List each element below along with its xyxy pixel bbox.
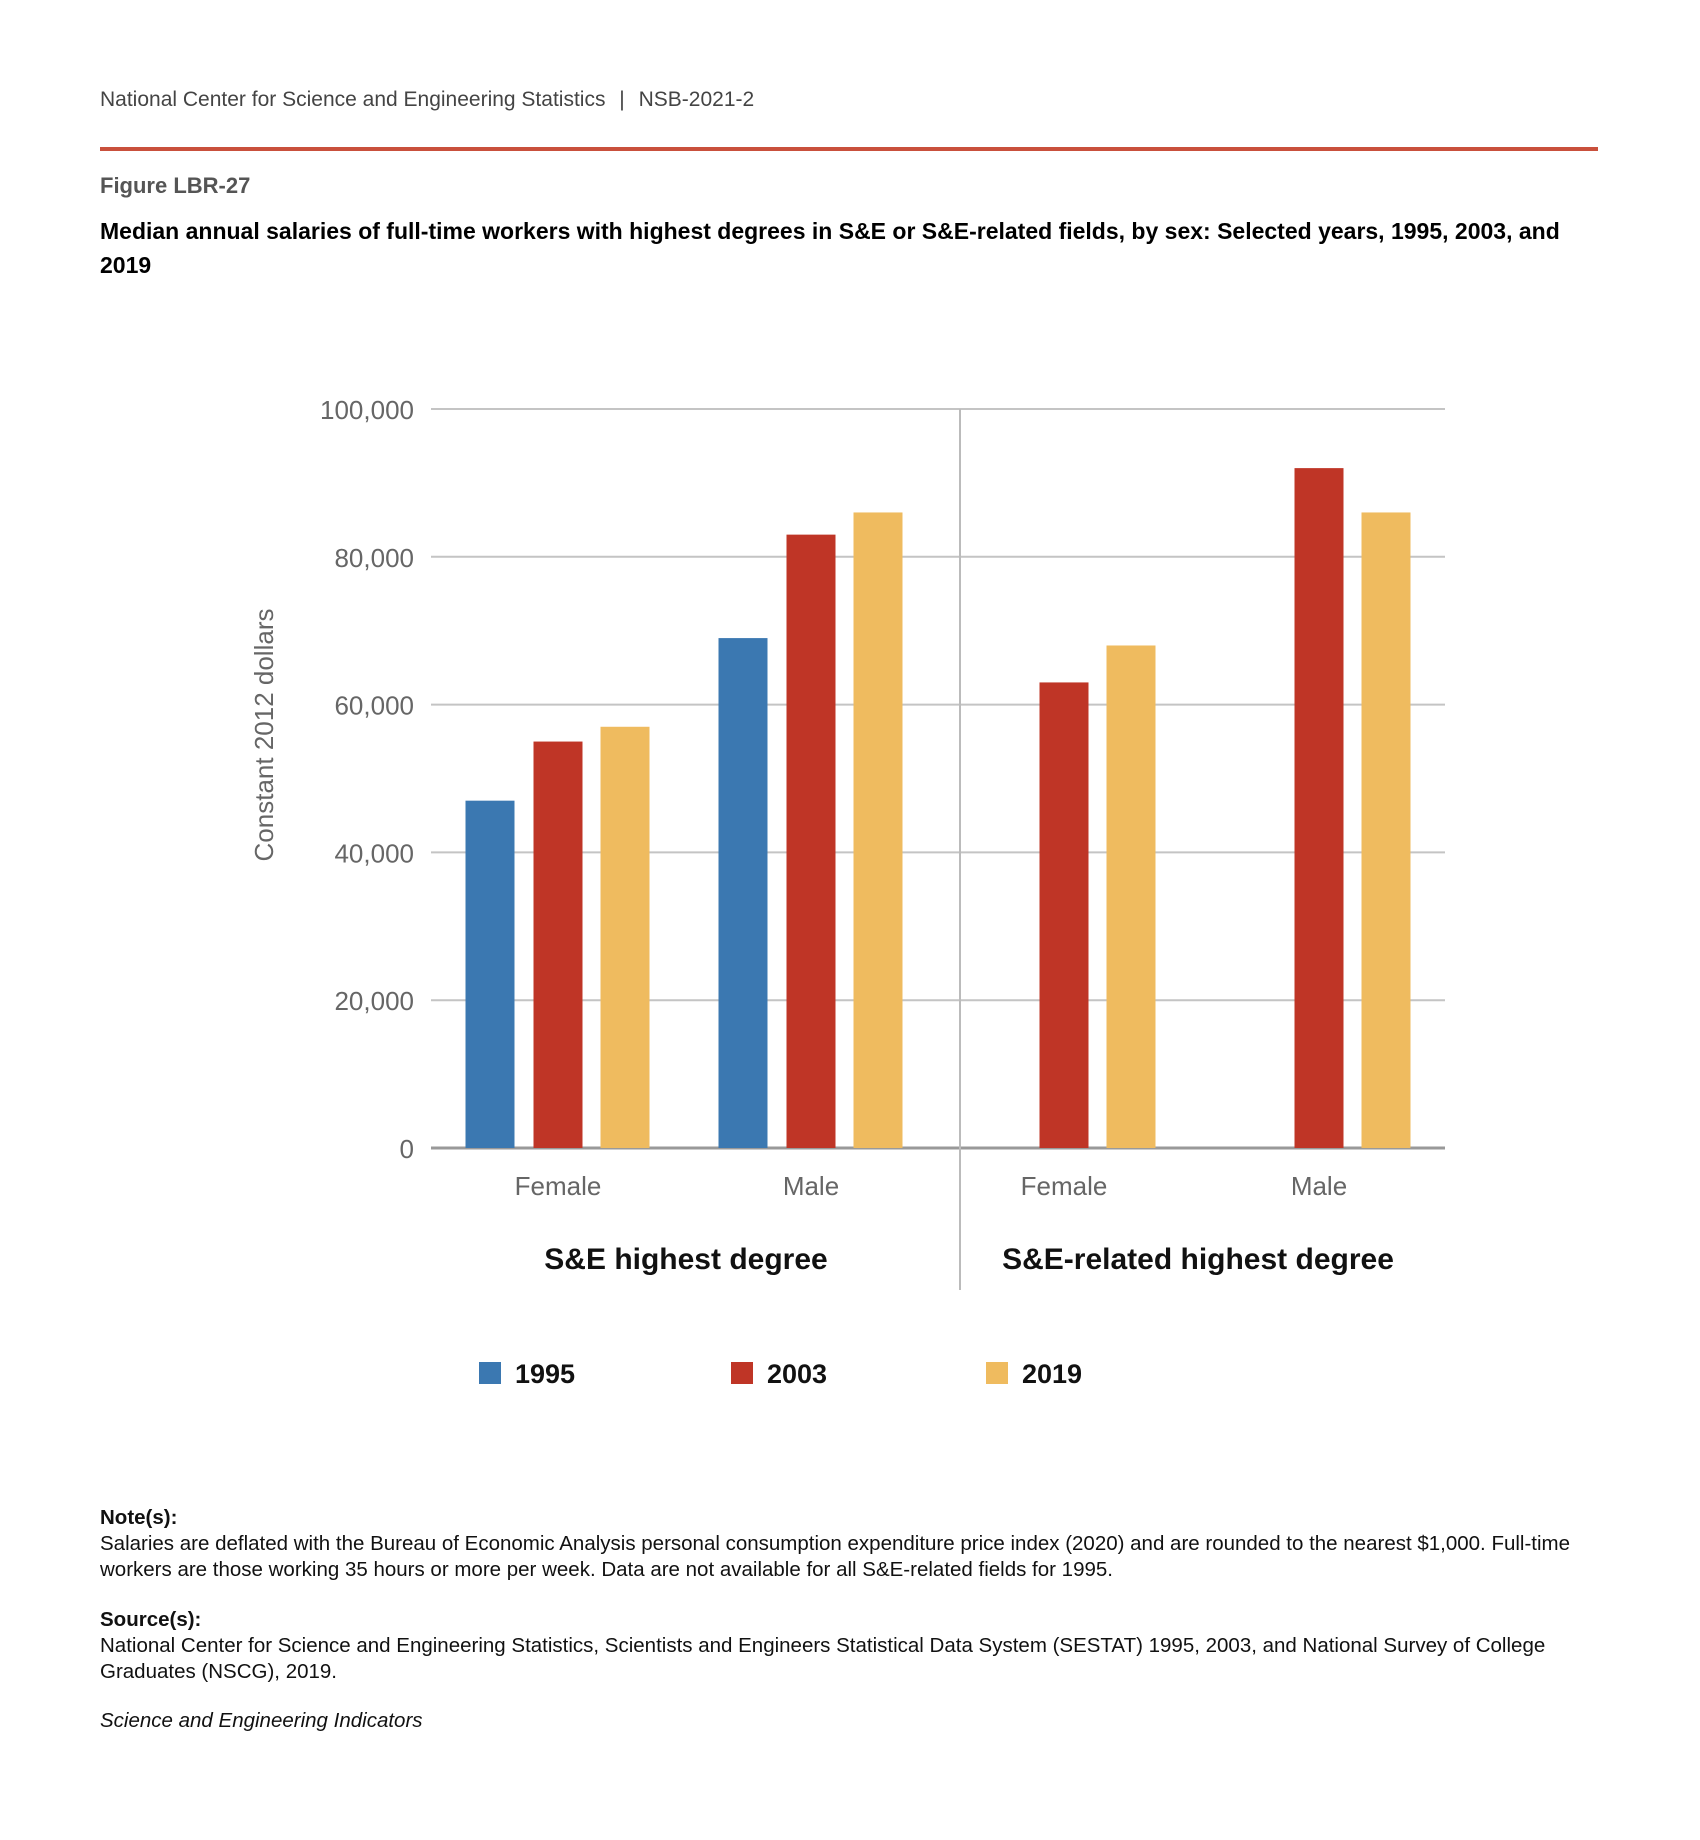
- notes-label: Note(s):: [100, 1506, 178, 1529]
- legend-label: 2019: [1022, 1359, 1082, 1389]
- bar-2019: [1106, 645, 1156, 1148]
- bar-2003: [1039, 682, 1089, 1148]
- legend-swatch-2019: [986, 1362, 1008, 1384]
- bar-1995: [718, 638, 768, 1148]
- figure-label: Figure LBR-27: [100, 173, 251, 198]
- figure-title: Median annual salaries of full-time work…: [100, 218, 1560, 278]
- y-tick-label: 0: [400, 1134, 414, 1164]
- y-tick-label: 40,000: [334, 838, 414, 868]
- bar-chart: 0 20,000 40,000 60,000 80,000 100,000 Constant…: [249, 395, 1445, 1389]
- sources-text: National Center for Science and Engineer…: [100, 1634, 1546, 1683]
- category-label: Male: [783, 1171, 839, 1201]
- bar-1995: [465, 800, 515, 1148]
- bar-2003: [533, 741, 583, 1148]
- publication-name: Science and Engineering Indicators: [100, 1709, 423, 1732]
- y-tick-label: 80,000: [334, 543, 414, 573]
- legend-label: 2003: [767, 1359, 827, 1389]
- y-tick-label: 20,000: [334, 986, 414, 1016]
- page-header: National Center for Science and Engineer…: [100, 88, 754, 112]
- category-label: Female: [515, 1171, 602, 1201]
- legend-label: 1995: [515, 1359, 575, 1389]
- group-label: S&E-related highest degree: [1002, 1243, 1394, 1276]
- bar-2019: [1361, 512, 1411, 1148]
- sources-label: Source(s):: [100, 1608, 202, 1631]
- header-separator: |: [619, 88, 625, 111]
- y-tick-label: 60,000: [334, 691, 414, 721]
- bar-2003: [786, 534, 836, 1148]
- notes-text: Salaries are deflated with the Bureau of…: [100, 1532, 1571, 1581]
- legend-swatch-2003: [731, 1362, 753, 1384]
- bar-2019: [600, 726, 650, 1148]
- header-rule: [100, 147, 1598, 151]
- legend-swatch-1995: [479, 1362, 501, 1384]
- group-label: S&E highest degree: [544, 1243, 827, 1276]
- y-tick-label: 100,000: [320, 395, 414, 425]
- org-name: National Center for Science and Engineer…: [100, 88, 606, 111]
- bar-2003: [1294, 468, 1344, 1148]
- report-id: NSB-2021-2: [638, 88, 755, 111]
- category-label: Male: [1291, 1171, 1347, 1201]
- sources-section: Source(s): National Center for Science a…: [100, 1607, 1600, 1685]
- y-axis-label: Constant 2012 dollars: [249, 609, 279, 862]
- bar-2019: [853, 512, 903, 1148]
- category-label: Female: [1021, 1171, 1108, 1201]
- notes-section: Note(s): Salaries are deflated with the …: [100, 1505, 1600, 1583]
